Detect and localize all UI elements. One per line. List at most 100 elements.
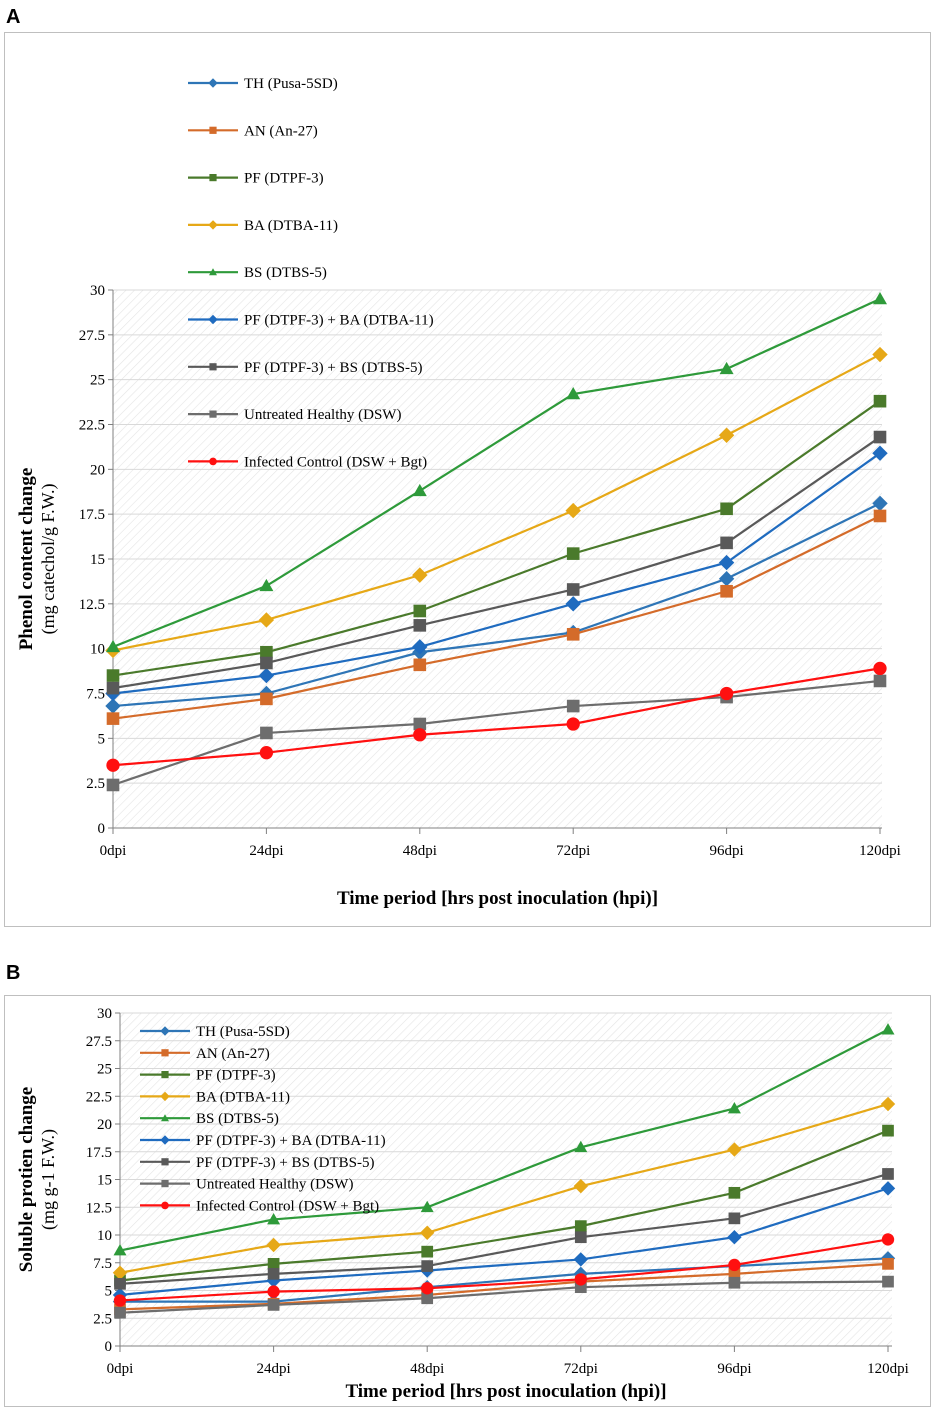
b-legend-label: BA (DTBA-11) [196, 1089, 290, 1105]
b-x-tick-label: 24dpi [257, 1361, 291, 1377]
a-data-point [720, 502, 733, 516]
b-y-tick-label: 25 [97, 1062, 112, 1078]
a-data-point [413, 619, 427, 632]
panel-b-label: B [6, 962, 21, 984]
a-series-line [112, 400, 881, 677]
b-y-axis-unit: (mg g-1 F.W.) [38, 1129, 59, 1230]
b-legend-marker [160, 1091, 170, 1102]
a-legend-label: Untreated Healthy (DSW) [244, 407, 401, 423]
a-legend-label: BS (DTBS-5) [244, 265, 327, 281]
a-series-bs-dtbs-5 [106, 291, 887, 653]
a-data-point [873, 430, 887, 444]
a-legend-marker [209, 126, 217, 134]
b-legend-item: BA (DTBA-11) [140, 1089, 290, 1105]
a-x-axis-title: Time period [hrs post inoculation (hpi)] [337, 888, 658, 909]
a-series-line [112, 502, 881, 708]
b-legend-marker [160, 1135, 170, 1145]
a-y-tick-label: 10 [90, 642, 105, 658]
a-data-point [258, 612, 275, 628]
a-y-tick-label: 2.5 [86, 776, 105, 792]
a-legend-label: PF (DTPF-3) [244, 171, 324, 187]
a-data-point [873, 509, 887, 523]
b-legend-marker [161, 1201, 169, 1210]
a-data-point [873, 661, 887, 676]
a-data-point [719, 361, 734, 375]
a-data-point [106, 758, 120, 772]
b-data-point [881, 1233, 895, 1246]
a-legend-item: AN (An-27) [188, 123, 318, 139]
a-series-line [112, 667, 881, 767]
a-series-line [112, 514, 881, 720]
a-y-tick-label: 0 [98, 821, 106, 837]
a-data-point [259, 746, 274, 760]
a-legend-marker [209, 363, 217, 371]
b-data-point [421, 1282, 434, 1295]
b-data-point [573, 1252, 589, 1267]
b-legend-item: Untreated Healthy (DSW) [140, 1177, 353, 1193]
b-series-pf-dtpf-3-bs-dtbs-5 [114, 1168, 894, 1290]
b-data-point [728, 1276, 741, 1289]
b-data-point [728, 1258, 741, 1272]
a-data-point [566, 547, 580, 560]
a-data-point [106, 669, 120, 682]
a-x-tick-label: 120dpi [859, 843, 901, 859]
b-y-tick-label: 22.5 [86, 1089, 112, 1105]
b-data-point [882, 1124, 894, 1137]
b-data-point [421, 1292, 434, 1305]
a-data-point [566, 628, 580, 641]
a-legend-item: Infected Control (DSW + Bgt) [188, 454, 427, 470]
a-data-point [106, 778, 120, 792]
b-legend-label: PF (DTPF-3) + BA (DTBA-11) [196, 1133, 386, 1149]
a-y-tick-label: 17.5 [79, 507, 105, 523]
a-legend-item: Untreated Healthy (DSW) [188, 407, 401, 423]
b-data-point [727, 1101, 741, 1114]
a-legend-marker [209, 457, 217, 466]
b-legend-label: PF (DTPF-3) + BS (DTBS-5) [196, 1155, 374, 1171]
b-legend-label: Infected Control (DSW + Bgt) [196, 1198, 379, 1214]
b-data-point [880, 1096, 896, 1112]
b-y-tick-label: 12.5 [86, 1200, 112, 1216]
b-series-line [119, 1262, 889, 1311]
a-legend-marker [209, 174, 217, 182]
b-series-untreated-healthy-dsw [114, 1275, 894, 1319]
a-legend-label: Infected Control (DSW + Bgt) [244, 454, 427, 470]
a-data-point [566, 699, 580, 713]
a-data-point [873, 394, 887, 408]
a-y-axis-title: Phenol content change [16, 468, 37, 651]
b-legend-item: PF (DTPF-3) [140, 1068, 276, 1084]
b-legend-label: TH (Pusa-5SD) [196, 1024, 290, 1040]
b-y-axis-title: Soluble protien change [16, 1087, 37, 1272]
a-series-line [112, 436, 881, 690]
b-data-point [114, 1306, 126, 1319]
b-data-point [574, 1231, 587, 1244]
a-data-point [413, 728, 427, 742]
a-data-point [566, 387, 581, 400]
b-data-point [421, 1260, 434, 1272]
a-data-point [106, 639, 120, 653]
a-data-point [258, 667, 275, 684]
b-data-point [267, 1268, 280, 1280]
a-data-point [566, 717, 580, 731]
b-data-point [267, 1285, 280, 1298]
b-y-tick-label: 0 [105, 1339, 113, 1355]
a-legend-item: PF (DTPF-3) [188, 171, 324, 187]
a-data-point [873, 291, 887, 305]
a-data-point [412, 483, 427, 497]
b-legend-marker [161, 1180, 169, 1188]
b-data-point [113, 1294, 127, 1307]
b-x-tick-label: 96dpi [717, 1361, 751, 1377]
a-data-point [872, 346, 888, 363]
a-data-point [565, 502, 581, 519]
b-series-line [120, 1257, 889, 1303]
b-series-line [119, 1028, 889, 1252]
a-y-tick-label: 27.5 [79, 328, 105, 344]
b-data-point [267, 1258, 280, 1270]
b-legend-item: BS (DTBS-5) [140, 1111, 279, 1127]
b-data-point [113, 1244, 127, 1256]
b-y-tick-label: 30 [97, 1006, 112, 1022]
b-series-ba-dtba-11 [112, 1096, 896, 1280]
b-data-point [421, 1245, 434, 1258]
a-data-point [873, 674, 887, 688]
a-legend-marker [208, 314, 218, 325]
